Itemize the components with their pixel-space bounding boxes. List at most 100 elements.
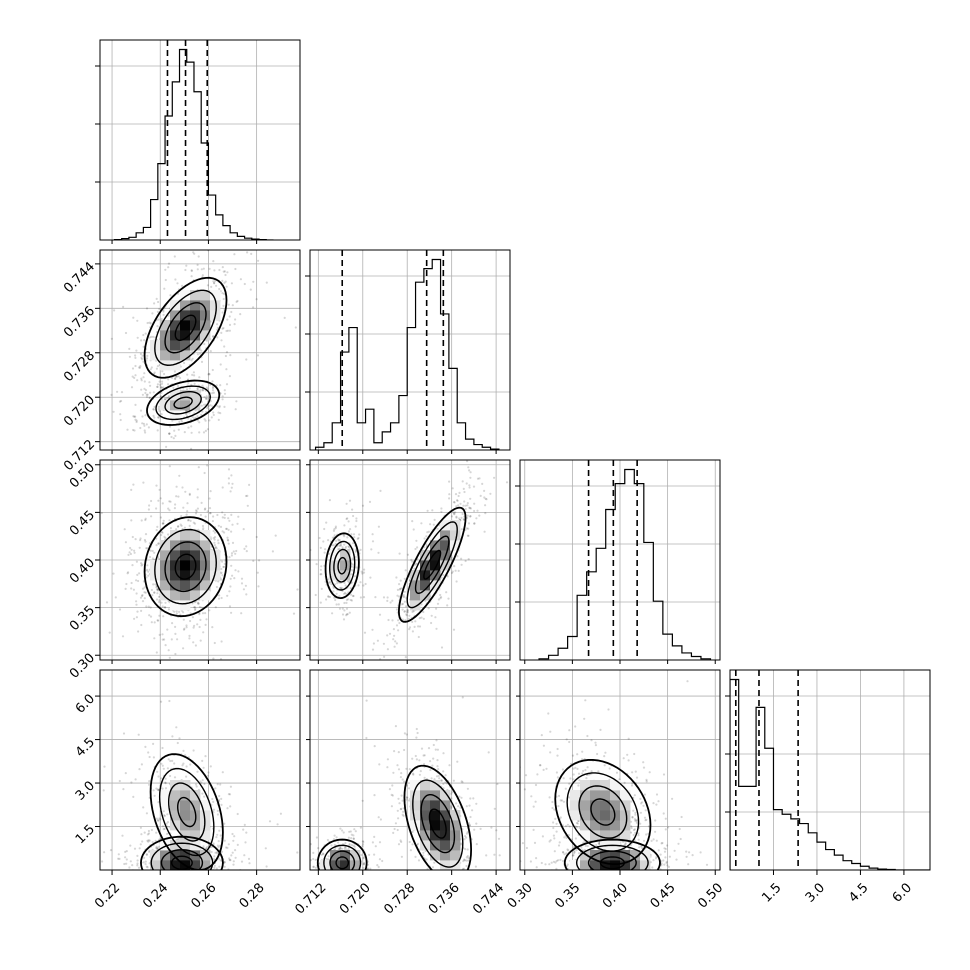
scatter-point [335,871,337,873]
scatter-point [397,751,400,754]
scatter-point [223,839,226,842]
scatter-point [348,545,351,549]
scatter-point [140,833,143,836]
scatter-point [223,270,226,273]
scatter-point [155,787,158,790]
scatter-point [484,511,487,515]
scatter-point [221,266,224,269]
scatter-point [136,319,139,322]
scatter-point [147,570,150,573]
contour-3-1-1-4 [174,553,197,580]
scatter-point [350,884,352,886]
scatter-point [223,513,226,516]
scatter-point [346,536,349,539]
scatter-point [141,563,144,566]
scatter-point [408,799,411,802]
scatter-point [335,877,337,879]
scatter-point [220,803,223,807]
scatter-point [208,609,211,612]
density-cell [440,860,451,870]
scatter-point [610,875,612,877]
scatter-point [148,396,151,399]
scatter-point [352,837,355,840]
scatter-point [137,733,140,736]
scatter-point [175,610,178,613]
scatter-point [316,871,318,873]
scatter-point [205,397,208,400]
scatter-point [142,481,145,484]
scatter-point [206,284,209,287]
scatter-point [178,610,181,614]
scatter-point [205,397,208,401]
scatter-point [227,303,230,306]
scatter-point [347,836,350,839]
scatter-point [144,391,147,395]
scatter-point [365,736,368,740]
scatter-point [147,605,150,608]
scatter-point [341,890,343,892]
scatter-point [165,445,168,448]
scatter-point [196,415,199,418]
scatter-point [164,782,167,785]
scatter-point [158,633,161,637]
scatter-point [448,480,451,483]
scatter-point [333,596,336,599]
scatter-point [415,539,418,542]
scatter-point [178,873,180,875]
scatter-point [458,491,461,494]
scatter-point [632,833,635,837]
scatter-point [386,596,389,599]
scatter-point [338,873,340,875]
scatter-point [465,805,468,808]
scatter-point [157,405,160,408]
scatter-point [196,872,198,874]
scatter-point [195,886,197,888]
scatter-point [129,552,132,556]
contour-2-1-2-2 [155,385,211,421]
scatter-point [179,884,181,886]
scatter-point [478,891,480,893]
scatter-point [467,527,470,530]
scatter-point [327,595,330,598]
scatter-point [448,497,451,500]
scatter-point [332,879,334,881]
scatter-point [243,547,246,551]
scatter-point [369,867,372,870]
scatter-point [103,765,106,768]
scatter-point [206,455,208,457]
scatter-point [382,944,384,946]
scatter-point [236,843,239,847]
scatter-point [168,509,171,512]
scatter-point [207,373,210,376]
scatter-point [570,875,572,877]
scatter-point [245,550,248,553]
scatter-point [226,536,229,539]
scatter-point [162,313,165,316]
scatter-point [411,630,414,633]
scatter-point [455,505,458,508]
scatter-point [185,626,188,629]
scatter-point [138,572,141,575]
scatter-point [466,787,469,790]
scatter-point [349,830,352,833]
scatter-point [156,588,159,591]
density-cell [160,350,171,361]
scatter-point [195,883,197,885]
scatter-point [455,802,458,805]
scatter-point [186,373,189,376]
scatter-point [146,839,149,842]
scatter-point [337,539,340,542]
scatter-point [320,573,323,576]
scatter-point [165,876,167,878]
density-cell [410,810,421,821]
scatter-point [495,829,498,832]
scatter-point [351,569,354,572]
scatter-point [174,377,177,380]
scatter-point [371,540,375,543]
scatter-point [232,839,235,842]
scatter-point [456,499,459,502]
scatter-point [392,831,395,835]
scatter-point [432,743,435,747]
scatter-point [169,759,172,763]
scatter-point [274,184,276,186]
